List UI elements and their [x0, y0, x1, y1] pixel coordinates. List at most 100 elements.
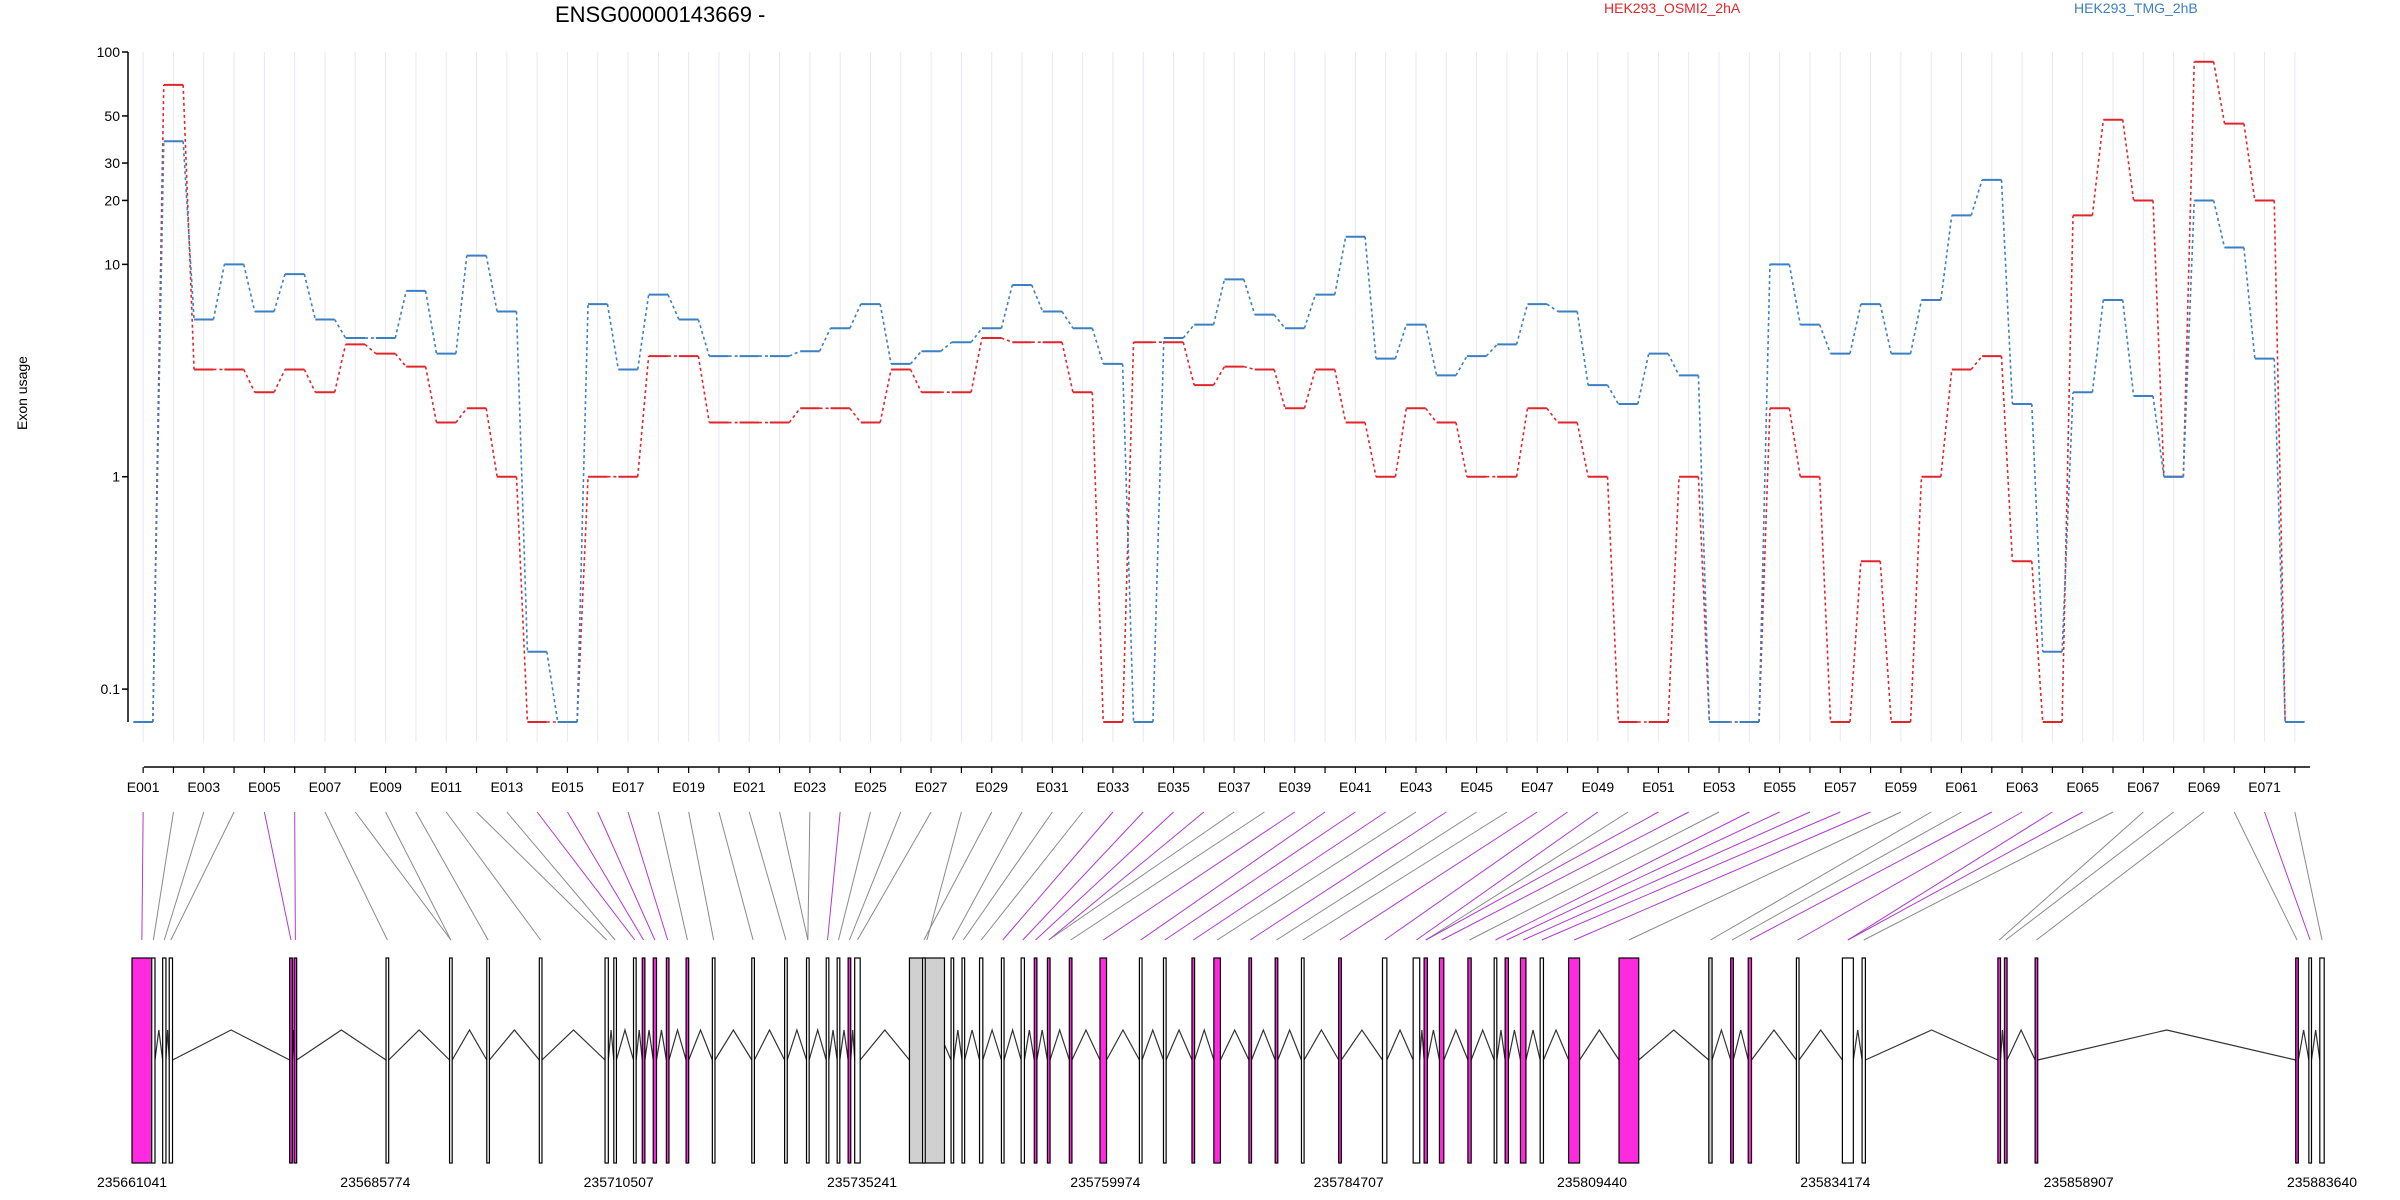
exon-box [836, 957, 841, 1164]
exon-box [1274, 957, 1279, 1164]
series-2-connector [1091, 328, 1104, 365]
exon-connector [827, 811, 841, 941]
y-tick-label: 20 [104, 192, 120, 208]
y-tick-label: 100 [97, 44, 121, 60]
series-1-group [133, 60, 2305, 723]
series-2-connector [1818, 324, 1832, 354]
exon-box [1423, 957, 1428, 1164]
intron-line [1999, 1029, 2006, 1061]
exon-connector [848, 811, 902, 941]
exon-connector [445, 811, 542, 941]
x-tick-label: E019 [672, 779, 705, 795]
exon-connector [1628, 811, 1902, 941]
intron-line [688, 1028, 713, 1061]
intron-line [668, 1027, 687, 1061]
exon-connector [1384, 811, 1568, 941]
series-1-connector [1001, 337, 1013, 343]
series-2-connector [333, 319, 347, 339]
x-tick-label: E053 [1703, 779, 1736, 795]
exon-connector [926, 811, 962, 941]
exon-connector [657, 811, 688, 941]
exon-connector [1302, 811, 1508, 941]
exon-connector [962, 811, 1053, 941]
intron-line [615, 1027, 635, 1061]
y-tick-label: 10 [104, 256, 120, 272]
intron-line [1165, 1028, 1193, 1061]
series-2-connector [1212, 279, 1226, 325]
series-2-connector [1849, 303, 1862, 354]
intron-line [488, 1029, 540, 1061]
exon-connector [1249, 811, 1447, 941]
series-2-connector [1243, 279, 1256, 315]
exon-box [854, 957, 861, 1164]
x-tick-label: E029 [975, 779, 1008, 795]
series-2-connector [818, 327, 832, 352]
chart-title: ENSG00000143669 - [555, 2, 766, 27]
series-2-connector [2061, 392, 2074, 652]
exon-box [385, 957, 390, 1164]
exon-connector [1797, 811, 2023, 941]
exon-box [921, 957, 926, 1164]
genomic-coordinate-labels: 235661041 235685774 235710507 235735241 2357… [97, 1174, 2357, 1190]
series-1-connector [1667, 476, 1680, 723]
exon-connector [1506, 811, 1780, 941]
exon-connector [1847, 811, 2053, 941]
legend-series-osmi2: HEK293_OSMI2_2hA [1604, 0, 1741, 16]
exon-box [1438, 957, 1445, 1164]
exon-box [1248, 957, 1253, 1164]
exon-box [950, 957, 955, 1164]
intron-line [154, 1029, 164, 1061]
x-tick-label: E057 [1824, 779, 1857, 795]
series-2-connector [455, 255, 468, 354]
intron-line [1865, 1029, 1999, 1061]
exon-box [1020, 957, 1026, 1164]
series-2-connector [1667, 353, 1680, 376]
series-2-connector [2030, 403, 2044, 652]
exon-connector [838, 811, 871, 941]
series-1-connector [1243, 365, 1255, 371]
exon-box [613, 957, 618, 1164]
exon-box [1033, 957, 1038, 1164]
exon-connector [1541, 811, 1841, 941]
intron-line [1219, 1028, 1250, 1061]
x-tick-label: E005 [248, 779, 281, 795]
intron-line [1507, 1029, 1522, 1061]
intron-line [1141, 1028, 1165, 1061]
intron-line [388, 1029, 450, 1061]
intron-line [1470, 1028, 1495, 1061]
series-2-connector [303, 273, 317, 320]
exon-connector [1140, 811, 1326, 941]
exon-box [1046, 957, 1051, 1164]
series-2-connector [1061, 311, 1074, 329]
exon-connector [263, 811, 292, 941]
exon-connector [1847, 811, 2083, 941]
series-2-connector [1515, 303, 1529, 345]
series-2-connector [2000, 179, 2014, 405]
exon-connector [1416, 811, 1599, 941]
intron-line [1194, 1028, 1215, 1061]
series-2-connector [1606, 384, 1620, 405]
intron-line [1250, 1028, 1276, 1061]
exon-box [2003, 957, 2008, 1164]
intron-line [1579, 1028, 1620, 1061]
exon-connector [1425, 811, 1629, 941]
exon-box [1519, 957, 1527, 1164]
x-tick-label: E031 [1036, 779, 1069, 795]
series-1-connector [1425, 407, 1438, 424]
exon-box [1568, 957, 1581, 1164]
x-tick-label: E061 [1945, 779, 1978, 795]
exon-box [805, 957, 810, 1164]
series-1-connector [1515, 408, 1529, 477]
exon-connector [294, 811, 296, 941]
series-1-connector [424, 366, 438, 423]
series-1-connector [1303, 369, 1317, 409]
exon-connector [807, 811, 811, 941]
exon-box [711, 957, 716, 1164]
exon-connector [1469, 811, 1720, 941]
series-1-connector [970, 337, 983, 393]
exon-box [448, 957, 453, 1164]
series-2-connector [1121, 363, 1135, 723]
exon-box [1493, 957, 1498, 1164]
x-tick-label: E059 [1885, 779, 1918, 795]
series-1-connector [364, 343, 377, 355]
